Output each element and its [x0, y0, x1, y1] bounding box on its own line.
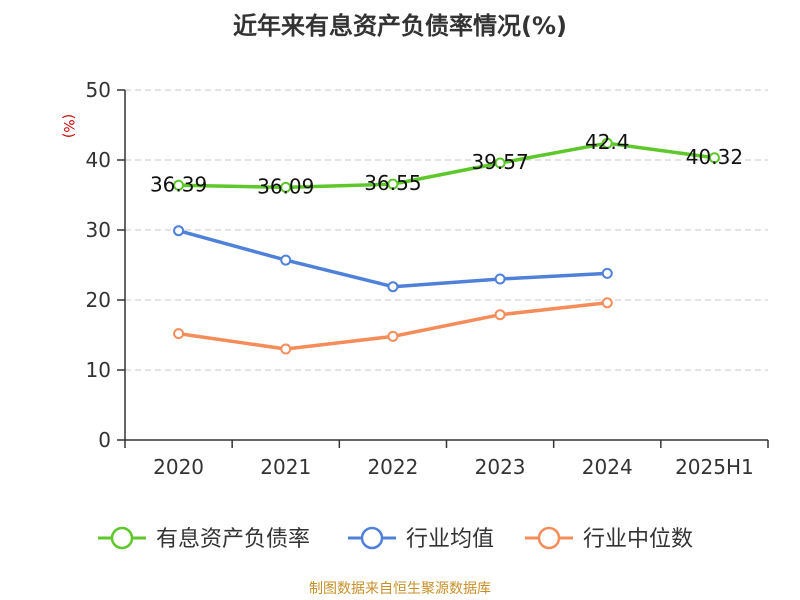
y-tick-label: 20 — [86, 288, 111, 312]
legend-marker — [110, 526, 134, 550]
legend-label: 行业中位数 — [583, 527, 693, 552]
x-tick-label: 2020 — [153, 455, 204, 479]
legend-marker — [537, 526, 561, 550]
data-point — [601, 267, 613, 279]
data-label: 36.55 — [364, 171, 421, 195]
legend-item-2[interactable]: 行业均值 — [348, 526, 494, 552]
x-tick-label: 2024 — [582, 455, 633, 479]
x-tick-label: 2023 — [475, 455, 526, 479]
legend[interactable]: 有息资产负债率 行业均值 行业中位数 — [98, 526, 693, 552]
data-point — [601, 137, 613, 149]
series-line — [176, 228, 609, 289]
data-label: 36.39 — [150, 172, 207, 196]
data-label: 36.09 — [257, 174, 314, 198]
data-point — [387, 330, 399, 342]
grid-lines — [125, 89, 768, 371]
data-point — [387, 178, 399, 190]
legend-label: 行业均值 — [406, 527, 494, 552]
y-tick-label: 0 — [98, 428, 111, 452]
legend-label: 有息资产负债率 — [156, 527, 310, 552]
series — [173, 137, 720, 355]
data-point — [173, 328, 185, 340]
data-label: 40.32 — [686, 145, 743, 169]
data-point — [387, 281, 399, 293]
x-tick-label: 2022 — [367, 455, 418, 479]
axes: 0 10 20 30 40 50 2020 2021 2022 2023 2024 2025H1 — [86, 78, 769, 479]
data-point — [708, 152, 720, 164]
y-axis-label: (%) — [60, 114, 76, 138]
legend-marker — [360, 526, 384, 550]
y-tick-label: 50 — [86, 78, 111, 102]
legend-item-1[interactable]: 有息资产负债率 — [98, 526, 310, 552]
y-tick-label: 40 — [86, 148, 111, 172]
x-tick-label: 2025H1 — [675, 455, 754, 479]
series-line — [176, 301, 609, 351]
y-tick-label: 10 — [86, 358, 111, 382]
series-line — [176, 141, 717, 190]
data-labels: 36.39 36.09 36.55 39.57 42.4 40.32 — [150, 130, 743, 198]
data-source-note: 制图数据来自恒生聚源数据库 — [309, 581, 491, 597]
data-point — [280, 254, 292, 266]
series-3 — [173, 297, 613, 355]
data-point — [601, 297, 613, 309]
data-point — [494, 273, 506, 285]
series-1 — [173, 137, 720, 193]
data-point — [494, 157, 506, 169]
data-point — [280, 181, 292, 193]
series-2 — [173, 225, 613, 293]
x-tick-label: 2021 — [260, 455, 311, 479]
chart-title: 近年来有息资产负债率情况(%) — [233, 12, 567, 40]
data-point — [173, 225, 185, 237]
data-label: 42.4 — [585, 130, 630, 154]
data-point — [494, 309, 506, 321]
data-label: 39.57 — [471, 150, 528, 174]
legend-item-3[interactable]: 行业中位数 — [525, 526, 693, 552]
data-point — [280, 343, 292, 355]
data-point — [173, 179, 185, 191]
y-tick-label: 30 — [86, 218, 111, 242]
